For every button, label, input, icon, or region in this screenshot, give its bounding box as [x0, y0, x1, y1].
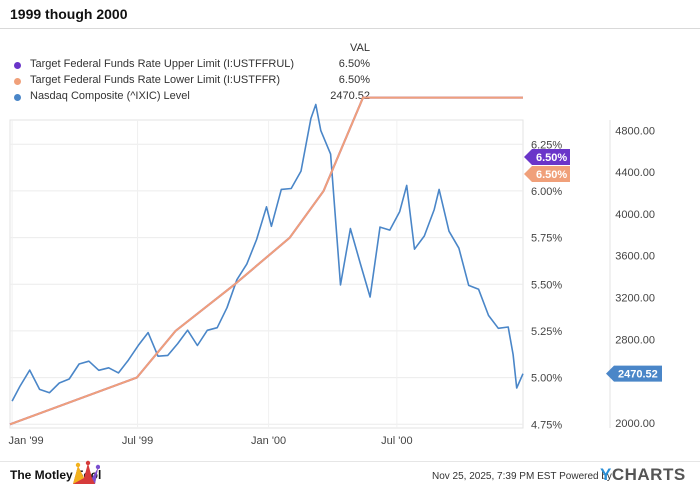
right-axis-tick-label: 2000.00 [615, 418, 655, 430]
chart-canvas[interactable]: 6.25% 6.00% 5.75% 5.50% 5.25% 5.00% 4.75% 4800.… [0, 0, 700, 460]
right-axis-tick-label: 3600.00 [615, 251, 655, 263]
left-axis-tick-label: 5.00% [531, 373, 562, 385]
nasdaq-end-label-bg [606, 365, 662, 382]
right-axis-tick-label: 3200.00 [615, 292, 655, 304]
legend-value: 6.50% [338, 58, 370, 70]
x-axis-tick-label: Jan '00 [251, 435, 286, 447]
right-axis-tick-label: 2800.00 [615, 334, 655, 346]
ycharts-logo: YCHARTS [600, 465, 686, 485]
x-axis-tick-label: Jul '99 [122, 435, 153, 447]
legend-value: 2470.52 [330, 90, 370, 102]
nasdaq-end-label: 2470.52 [618, 369, 658, 381]
ycharts-logo-text: CHARTS [611, 465, 686, 484]
left-axis-tick-label: 5.25% [531, 326, 562, 338]
nasdaq-line [11, 103, 524, 402]
legend-item-nasdaq[interactable]: Nasdaq Composite (^IXIC) Level 2470.52 [14, 90, 374, 106]
left-axis-tick-label: 6.25% [531, 139, 562, 151]
legend-item-upper-limit[interactable]: Target Federal Funds Rate Upper Limit (I… [14, 58, 374, 74]
legend-dot-upper [14, 62, 21, 69]
plot-frame [9, 119, 524, 429]
legend-name: Target Federal Funds Rate Upper Limit (I… [30, 58, 295, 70]
footer-divider [0, 461, 700, 462]
legend-dot-nasdaq [14, 94, 21, 101]
legend-name: Target Federal Funds Rate Lower Limit (I… [30, 74, 281, 86]
left-axis-tick-label: 6.00% [531, 186, 562, 198]
legend-item-lower-limit[interactable]: Target Federal Funds Rate Lower Limit (I… [14, 74, 374, 90]
right-axis-tick-label: 4800.00 [615, 125, 655, 137]
right-axis-tick-label: 4000.00 [615, 209, 655, 221]
x-axis-tick-label: Jan '99 [9, 435, 44, 447]
upper-limit-end-label: 6.50% [536, 152, 567, 164]
left-axis-tick-label: 4.75% [531, 419, 562, 431]
legend-value: 6.50% [338, 74, 370, 86]
lower-limit-line [9, 96, 523, 426]
jester-hat-icon [73, 460, 100, 484]
x-axis-tick-label: Jul '00 [381, 435, 412, 447]
upper-limit-line [9, 96, 523, 426]
right-axis-tick-label: 4400.00 [615, 167, 655, 179]
legend-dot-lower [14, 78, 21, 85]
lower-limit-end-label: 6.50% [536, 169, 567, 181]
chart-title: 1999 though 2000 [10, 6, 128, 22]
timestamp-attribution: Nov 25, 2025, 7:39 PM EST Powered by [432, 471, 612, 482]
left-axis-tick-label: 5.50% [531, 279, 562, 291]
left-axis-tick-label: 5.75% [531, 233, 562, 245]
upper-limit-end-label-bg [524, 149, 570, 165]
title-divider [0, 28, 700, 29]
ycharts-logo-y: Y [600, 465, 612, 484]
lower-limit-end-label-bg [524, 166, 570, 182]
legend-name: Nasdaq Composite (^IXIC) Level [30, 90, 190, 102]
legend-value-header: VAL [350, 42, 370, 54]
